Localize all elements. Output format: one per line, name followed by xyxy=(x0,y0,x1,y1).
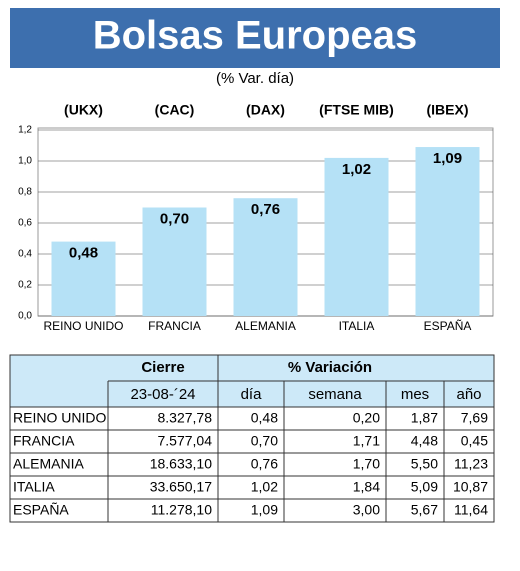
y-tick-label: 0,4 xyxy=(18,249,32,260)
chart-subtitle: (% Var. día) xyxy=(216,70,294,87)
table-cell: 1,02 xyxy=(251,479,278,495)
bar xyxy=(142,207,207,316)
bar xyxy=(51,241,116,316)
table-cell: 1,09 xyxy=(251,502,278,518)
table-cell: 1,84 xyxy=(353,479,380,495)
value-label: 1,02 xyxy=(342,161,371,178)
x-tick-label: ESPAÑA xyxy=(424,319,472,333)
x-tick-label: REINO UNIDO xyxy=(43,319,123,333)
table-cell: 8.327,78 xyxy=(158,410,213,426)
table-cell: 3,00 xyxy=(353,502,380,518)
table-cell: REINO UNIDO xyxy=(13,410,106,426)
index-label: (IBEX) xyxy=(427,102,469,118)
bar xyxy=(415,147,480,316)
table-cell: 11,64 xyxy=(454,502,488,518)
table-subheader: año xyxy=(456,386,481,403)
y-tick-label: 0,0 xyxy=(18,311,32,322)
table-subheader: 23-08-´24 xyxy=(130,386,195,403)
table-cell: 0,76 xyxy=(251,456,278,472)
chart-title: Bolsas Europeas xyxy=(93,14,418,58)
table-cell: 0,70 xyxy=(251,433,278,449)
y-tick-label: 1,0 xyxy=(18,156,32,167)
table-cell: 5,67 xyxy=(411,502,438,518)
table-header: % Variación xyxy=(288,359,372,376)
table-cell: 0,48 xyxy=(251,410,278,426)
table-cell: 18.633,10 xyxy=(150,456,212,472)
table-cell: 5,09 xyxy=(411,479,438,495)
table-cell: 33.650,17 xyxy=(150,479,212,495)
index-label: (DAX) xyxy=(246,102,285,118)
value-label: 0,48 xyxy=(69,245,98,262)
value-label: 0,70 xyxy=(160,210,189,227)
index-label: (UKX) xyxy=(64,102,103,118)
table-cell: ALEMANIA xyxy=(13,456,84,472)
table-cell: 7.577,04 xyxy=(158,433,213,449)
bar xyxy=(233,198,298,316)
x-tick-label: ITALIA xyxy=(339,319,375,333)
y-tick-label: 0,8 xyxy=(18,187,32,198)
table-cell: 5,50 xyxy=(411,456,438,472)
table-frame xyxy=(9,354,495,523)
table-header: Cierre xyxy=(141,359,184,376)
table-cell: 7,69 xyxy=(461,410,488,426)
table-cell: 1,70 xyxy=(353,456,380,472)
index-label: (FTSE MIB) xyxy=(319,102,394,118)
value-label: 1,09 xyxy=(433,150,462,167)
table-subheader: semana xyxy=(308,386,362,403)
y-tick-label: 1,2 xyxy=(18,125,32,136)
bar xyxy=(324,157,389,316)
table-cell: 11.278,10 xyxy=(151,502,212,518)
table-cell: 0,45 xyxy=(461,433,488,449)
table-cell: 10,87 xyxy=(453,479,488,495)
table-subheader: mes xyxy=(401,386,429,403)
y-tick-label: 0,6 xyxy=(18,218,32,229)
table-cell: 4,48 xyxy=(411,433,438,449)
table-cell: FRANCIA xyxy=(13,433,75,449)
table-cell: ESPAÑA xyxy=(13,502,69,518)
table-subheader: día xyxy=(241,386,263,403)
table-cell: 1,87 xyxy=(411,410,438,426)
y-tick-label: 0,2 xyxy=(18,280,32,291)
index-label: (CAC) xyxy=(155,102,195,118)
x-tick-label: ALEMANIA xyxy=(235,319,296,333)
table-cell: ITALIA xyxy=(13,479,55,495)
table-cell: 0,20 xyxy=(353,410,380,426)
title-banner xyxy=(10,8,500,68)
value-label: 0,76 xyxy=(251,201,280,218)
table-cell: 11,23 xyxy=(454,456,488,472)
x-tick-label: FRANCIA xyxy=(148,319,201,333)
table-cell: 1,71 xyxy=(353,433,380,449)
